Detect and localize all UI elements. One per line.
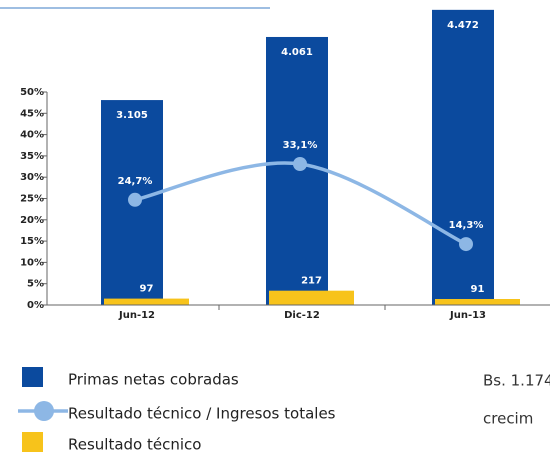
y-tick-label: 5% — [27, 279, 44, 290]
y-tick-label: 50% — [20, 87, 44, 98]
legend-swatch — [22, 432, 43, 452]
legend-swatch — [22, 367, 43, 387]
value-label: 91 — [471, 284, 485, 295]
legend-label: Primas netas cobradas — [68, 371, 239, 389]
line-marker — [293, 156, 307, 171]
bar — [266, 36, 328, 305]
legend-label: Resultado técnico / Ingresos totales — [68, 405, 336, 423]
y-tick-label: 40% — [20, 130, 44, 141]
side-text: crecim — [483, 410, 533, 428]
value-label: 4.472 — [447, 20, 479, 31]
line-marker — [459, 237, 473, 252]
value-label: 97 — [140, 284, 154, 295]
value-label: 3.105 — [116, 110, 148, 121]
bar — [435, 298, 520, 305]
y-tick-label: 30% — [20, 172, 44, 183]
value-label: 217 — [301, 276, 322, 287]
y-tick-label: 15% — [20, 236, 44, 247]
y-tick-label: 45% — [20, 108, 44, 119]
bar — [432, 9, 494, 306]
value-label: 33,1% — [283, 140, 318, 151]
bar — [104, 298, 189, 305]
y-tick-label: 0% — [27, 300, 44, 311]
bar — [269, 290, 354, 305]
value-label: 14,3% — [449, 220, 484, 231]
legend-marker — [34, 401, 54, 421]
x-tick-label: Jun-12 — [118, 310, 155, 321]
x-tick-label: Jun-13 — [449, 310, 486, 321]
side-text: Bs. 1.174 — [483, 372, 550, 390]
line-marker — [128, 192, 142, 207]
value-label: 4.061 — [281, 47, 313, 58]
y-tick-label: 25% — [20, 194, 44, 205]
y-tick-label: 20% — [20, 215, 44, 226]
value-label: 24,7% — [118, 176, 153, 187]
x-tick-label: Dic-12 — [284, 310, 320, 321]
y-tick-label: 35% — [20, 151, 44, 162]
legend-label: Resultado técnico — [68, 436, 201, 452]
y-tick-label: 10% — [20, 257, 44, 268]
